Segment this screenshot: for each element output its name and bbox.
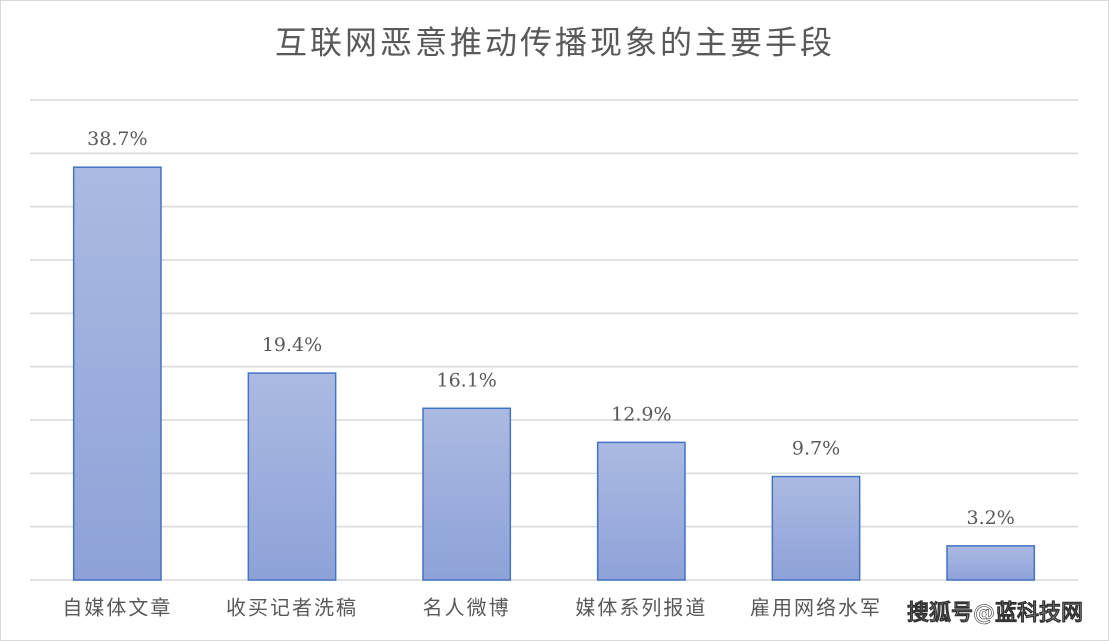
bar: [72, 166, 162, 581]
x-tick-label: 媒体系列报道: [575, 596, 707, 620]
x-tick-label: 收买记者洗稿: [226, 596, 358, 620]
bar: [422, 407, 512, 581]
bar: [596, 441, 686, 581]
x-tick-label: 名人微博: [423, 596, 511, 620]
x-tick-label: 雇用网络水军: [750, 596, 882, 620]
data-label: 3.2%: [967, 507, 1015, 529]
x-tick-label: 自媒体文章: [62, 596, 172, 620]
data-label: 38.7%: [87, 128, 147, 150]
bar: [946, 545, 1036, 581]
bar: [771, 475, 861, 581]
watermark: 搜狐号@蓝科技网: [907, 600, 1083, 626]
chart-title: 互联网恶意推动传播现象的主要手段: [275, 24, 835, 62]
data-label: 19.4%: [262, 334, 322, 356]
bar: [247, 372, 337, 581]
plot-area: 自媒体文章 38.7% 收买记者洗稿 19.4% 名人微博 16.1% 媒体系列报道 12.9…: [30, 99, 1078, 620]
data-label: 9.7%: [792, 438, 840, 460]
data-label: 16.1%: [436, 369, 496, 391]
data-label: 12.9%: [611, 403, 671, 425]
